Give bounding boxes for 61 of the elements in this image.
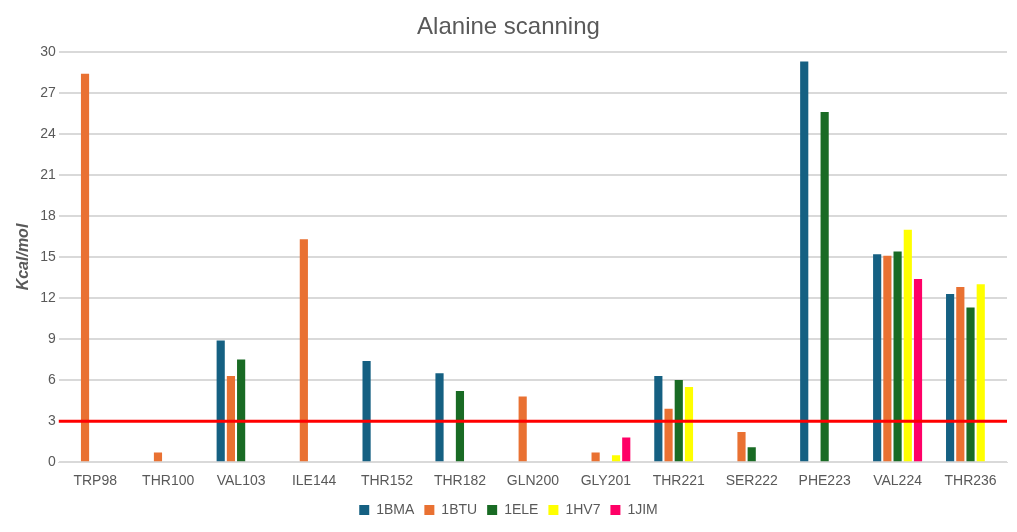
bar bbox=[893, 251, 902, 462]
bar bbox=[362, 360, 371, 462]
y-tick-label: 15 bbox=[40, 247, 56, 264]
y-tick-label: 30 bbox=[40, 42, 56, 59]
bar bbox=[216, 340, 225, 462]
y-tick-label: 0 bbox=[47, 453, 56, 470]
y-tick-label: 3 bbox=[47, 412, 56, 429]
bar bbox=[591, 452, 600, 462]
bar bbox=[903, 229, 912, 462]
x-tick-label: PHE223 bbox=[798, 472, 851, 489]
x-tick-label: THR236 bbox=[944, 472, 997, 489]
bar bbox=[654, 376, 663, 462]
bar bbox=[946, 293, 955, 462]
x-tick-label: THR100 bbox=[142, 472, 195, 489]
bar bbox=[800, 61, 809, 462]
bar bbox=[913, 278, 923, 462]
bar bbox=[976, 284, 985, 462]
y-axis-title: Kcal/mol bbox=[14, 223, 32, 291]
bar bbox=[956, 287, 965, 462]
bar bbox=[153, 452, 163, 462]
y-tick-label: 12 bbox=[40, 288, 56, 305]
x-tick-label: GLY201 bbox=[580, 472, 632, 489]
bar bbox=[674, 380, 683, 462]
legend-label: 1BTU bbox=[441, 500, 478, 517]
x-tick-label: VAL103 bbox=[216, 472, 266, 489]
bar bbox=[455, 391, 465, 462]
y-tick-label: 21 bbox=[40, 165, 56, 182]
x-tick-label: ILE144 bbox=[291, 472, 337, 489]
y-tick-label: 6 bbox=[47, 370, 56, 387]
bar bbox=[684, 386, 694, 462]
legend-label: 1HV7 bbox=[565, 500, 601, 517]
x-tick-label: VAL224 bbox=[873, 472, 923, 489]
bar bbox=[747, 447, 756, 462]
y-tick-label: 24 bbox=[40, 124, 56, 141]
chart-title: Alanine scanning bbox=[417, 12, 600, 40]
x-tick-label: SER222 bbox=[725, 472, 778, 489]
bar bbox=[820, 111, 829, 462]
legend-label: 1BMA bbox=[376, 500, 416, 517]
legend-label: 1ELE bbox=[504, 500, 539, 517]
bar bbox=[622, 437, 631, 462]
bar bbox=[966, 307, 975, 462]
bar bbox=[226, 376, 235, 462]
bar bbox=[435, 373, 444, 462]
x-tick-label: THR182 bbox=[433, 472, 487, 489]
bar bbox=[873, 254, 882, 462]
y-tick-label: 9 bbox=[47, 329, 56, 346]
y-tick-label: 18 bbox=[40, 206, 56, 223]
bar bbox=[237, 359, 246, 462]
x-tick-label: THR221 bbox=[652, 472, 706, 489]
legend-label: 1JIM bbox=[627, 500, 658, 517]
x-tick-label: GLN200 bbox=[506, 472, 560, 489]
bar bbox=[883, 255, 892, 462]
bar bbox=[664, 408, 673, 462]
bar bbox=[518, 396, 527, 462]
y-tick-label: 27 bbox=[40, 83, 56, 100]
bar bbox=[299, 239, 308, 462]
x-tick-label: TRP98 bbox=[73, 472, 118, 489]
bar bbox=[611, 455, 621, 462]
x-tick-label: THR152 bbox=[360, 472, 414, 489]
bar bbox=[80, 73, 90, 462]
bar bbox=[737, 432, 746, 462]
